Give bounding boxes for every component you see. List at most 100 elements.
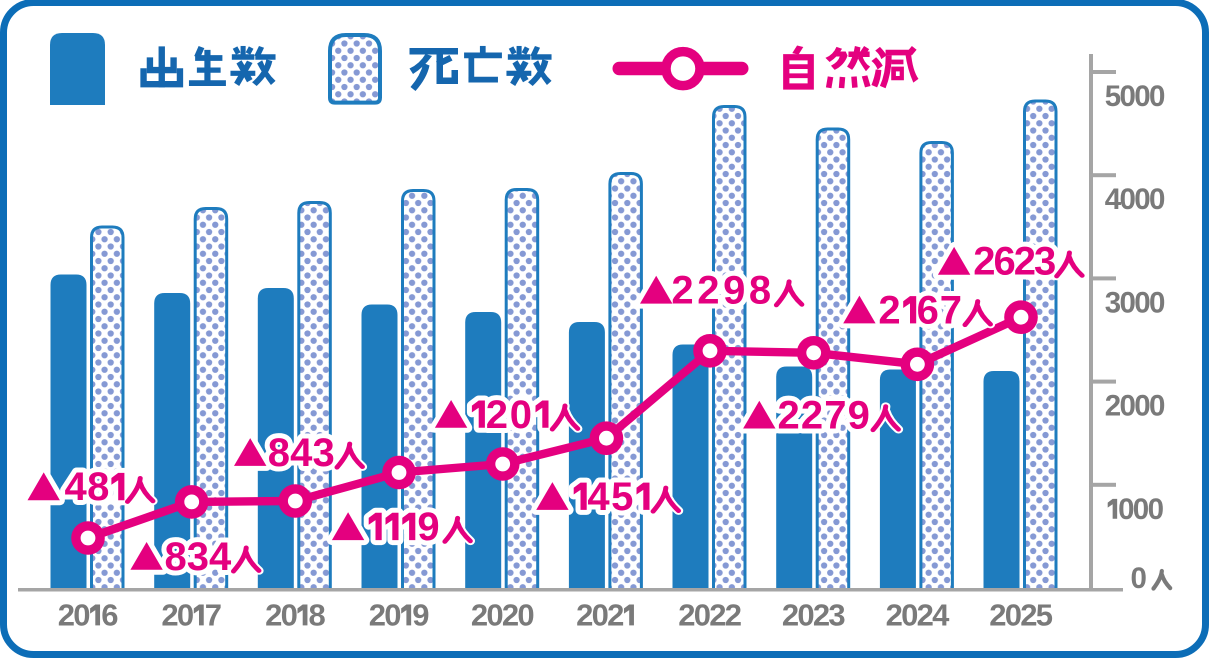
svg-text:0: 0 xyxy=(486,597,503,632)
svg-text:3: 3 xyxy=(313,431,335,475)
svg-text:2: 2 xyxy=(671,269,693,313)
svg-text:4: 4 xyxy=(290,431,313,475)
svg-text:2: 2 xyxy=(778,394,800,438)
svg-text:7: 7 xyxy=(824,394,846,438)
svg-text:6: 6 xyxy=(917,288,939,332)
svg-text:0: 0 xyxy=(177,597,194,632)
svg-text:9: 9 xyxy=(417,505,439,549)
svg-text:3: 3 xyxy=(828,597,845,632)
svg-text:0: 0 xyxy=(1149,390,1165,423)
svg-text:4: 4 xyxy=(1105,183,1122,216)
svg-text:2: 2 xyxy=(502,597,519,632)
svg-text:3: 3 xyxy=(1105,286,1121,319)
svg-text:8: 8 xyxy=(165,535,187,579)
svg-text:0: 0 xyxy=(1134,183,1150,216)
svg-text:2: 2 xyxy=(813,597,830,632)
svg-text:2: 2 xyxy=(973,240,995,284)
svg-text:2: 2 xyxy=(471,597,488,632)
svg-text:2: 2 xyxy=(778,394,800,438)
svg-text:0: 0 xyxy=(1120,390,1136,423)
svg-text:0: 0 xyxy=(797,597,814,632)
svg-text:0: 0 xyxy=(517,597,534,632)
svg-text:2: 2 xyxy=(878,288,900,332)
svg-text:2: 2 xyxy=(1014,240,1036,284)
svg-text:0: 0 xyxy=(1148,493,1164,526)
svg-text:7: 7 xyxy=(940,288,962,332)
svg-text:2: 2 xyxy=(161,597,178,632)
svg-text:2: 2 xyxy=(709,597,726,632)
svg-text:2: 2 xyxy=(671,269,693,313)
svg-text:0: 0 xyxy=(1120,286,1136,319)
svg-text:3: 3 xyxy=(1034,240,1056,284)
svg-text:2: 2 xyxy=(576,597,593,632)
svg-text:8: 8 xyxy=(749,269,771,313)
svg-text:0: 0 xyxy=(1120,80,1136,113)
svg-text:4: 4 xyxy=(209,535,232,579)
svg-text:0: 0 xyxy=(73,597,90,632)
svg-text:9: 9 xyxy=(412,597,429,632)
svg-text:0: 0 xyxy=(1149,80,1165,113)
svg-text:6: 6 xyxy=(917,288,939,332)
svg-text:2: 2 xyxy=(697,269,719,313)
svg-text:2: 2 xyxy=(801,394,823,438)
svg-text:7: 7 xyxy=(824,394,846,438)
svg-text:3: 3 xyxy=(1034,240,1056,284)
svg-text:4: 4 xyxy=(587,475,610,519)
svg-text:3: 3 xyxy=(187,535,209,579)
svg-text:2: 2 xyxy=(697,269,719,313)
svg-text:2: 2 xyxy=(58,597,75,632)
svg-text:0: 0 xyxy=(1133,493,1149,526)
svg-text:2: 2 xyxy=(973,240,995,284)
svg-text:0: 0 xyxy=(1149,183,1165,216)
svg-text:2: 2 xyxy=(486,393,508,437)
svg-text:2: 2 xyxy=(1105,390,1121,423)
svg-text:0: 0 xyxy=(1134,80,1150,113)
svg-text:0: 0 xyxy=(694,597,711,632)
svg-text:0: 0 xyxy=(384,597,401,632)
svg-text:2: 2 xyxy=(486,393,508,437)
svg-text:7: 7 xyxy=(940,288,962,332)
svg-text:9: 9 xyxy=(417,505,439,549)
svg-text:2: 2 xyxy=(878,288,900,332)
svg-text:2: 2 xyxy=(265,597,282,632)
svg-text:8: 8 xyxy=(309,597,326,632)
svg-text:0: 0 xyxy=(592,597,609,632)
svg-text:2: 2 xyxy=(725,597,742,632)
svg-text:2: 2 xyxy=(1020,597,1037,632)
svg-text:4: 4 xyxy=(65,465,88,509)
svg-text:9: 9 xyxy=(848,394,870,438)
svg-text:8: 8 xyxy=(87,465,109,509)
svg-text:8: 8 xyxy=(268,431,290,475)
svg-text:0: 0 xyxy=(1134,390,1150,423)
svg-text:6: 6 xyxy=(101,597,118,632)
svg-text:0: 0 xyxy=(1120,183,1136,216)
svg-text:9: 9 xyxy=(723,269,745,313)
svg-text:5: 5 xyxy=(1036,597,1053,632)
svg-text:2: 2 xyxy=(1014,240,1036,284)
svg-text:0: 0 xyxy=(1134,286,1150,319)
svg-text:2: 2 xyxy=(607,597,624,632)
svg-text:2: 2 xyxy=(989,597,1006,632)
svg-text:5: 5 xyxy=(1105,80,1121,113)
svg-text:3: 3 xyxy=(313,431,335,475)
svg-text:2: 2 xyxy=(782,597,799,632)
svg-text:0: 0 xyxy=(1005,597,1022,632)
svg-text:2: 2 xyxy=(369,597,386,632)
svg-text:5: 5 xyxy=(611,475,633,519)
svg-text:0: 0 xyxy=(1149,286,1165,319)
svg-text:3: 3 xyxy=(187,535,209,579)
svg-text:2: 2 xyxy=(678,597,695,632)
svg-text:8: 8 xyxy=(165,535,187,579)
svg-text:0: 0 xyxy=(1131,562,1147,595)
svg-text:0: 0 xyxy=(281,597,298,632)
svg-text:6: 6 xyxy=(994,240,1016,284)
svg-text:9: 9 xyxy=(848,394,870,438)
svg-text:8: 8 xyxy=(749,269,771,313)
svg-text:2: 2 xyxy=(917,597,934,632)
svg-text:0: 0 xyxy=(1118,493,1134,526)
svg-text:9: 9 xyxy=(723,269,745,313)
svg-text:0: 0 xyxy=(901,597,918,632)
svg-text:2: 2 xyxy=(886,597,903,632)
svg-text:4: 4 xyxy=(932,597,950,632)
svg-text:7: 7 xyxy=(205,597,222,632)
